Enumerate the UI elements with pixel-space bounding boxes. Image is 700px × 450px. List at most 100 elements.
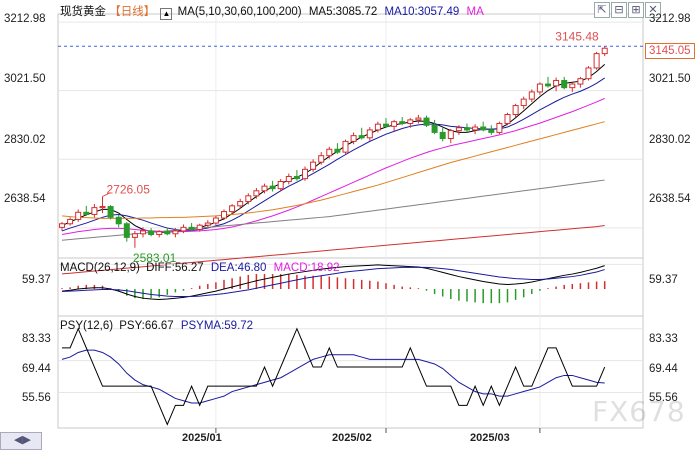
candle-60 (545, 76, 551, 88)
candle-5 (99, 196, 106, 214)
candle-body-36 (350, 135, 357, 142)
candle-body-12 (156, 231, 163, 236)
candle-27 (277, 178, 284, 191)
candle-body-44 (415, 117, 422, 121)
y-tick-right-2: 2830.02 (649, 134, 691, 146)
ma10-line (61, 77, 605, 232)
candle-body-60 (545, 83, 551, 87)
candle-body-41 (391, 121, 398, 127)
candle-body-0 (59, 223, 65, 228)
main-header: 现货黄金 【日线】 ▲ MA(5,10,30,60,100,200) MA5:3… (60, 3, 484, 20)
candle-body-37 (358, 135, 365, 139)
psy-line (62, 327, 606, 426)
ma-icon: ▲ (160, 8, 173, 20)
candle-2 (75, 209, 82, 222)
candle-body-43 (407, 119, 414, 124)
candle-body-9 (131, 233, 138, 238)
scroll-arrow-icon: ◀▶ (14, 434, 31, 446)
candle-28 (285, 173, 292, 185)
candle-body-1 (67, 218, 74, 225)
candle-body-49 (455, 127, 462, 132)
candle-body-15 (180, 226, 187, 232)
candle-66 (593, 51, 600, 70)
candle-body-55 (504, 114, 511, 124)
candle-19 (212, 215, 219, 226)
candle-36 (350, 132, 357, 145)
scroll-handle[interactable]: ◀▶ (0, 432, 42, 450)
candle-12 (156, 230, 163, 238)
candle-body-35 (342, 140, 349, 153)
candle-body-34 (334, 148, 341, 153)
instrument-name: 现货黄金 (60, 6, 106, 18)
close-icon[interactable]: ✕ (645, 2, 661, 18)
candle-21 (229, 204, 236, 215)
psy-panel-frame (57, 315, 644, 429)
candle-body-21 (229, 205, 236, 213)
candle-46 (431, 119, 438, 135)
candle-13 (164, 227, 171, 236)
candle-body-52 (480, 126, 487, 131)
y-tick-left-0: 3212.98 (4, 13, 46, 25)
high2-pointer (102, 192, 111, 197)
ma-params: MA(5,10,30,60,100,200) (177, 6, 302, 18)
ma5-line (61, 63, 606, 233)
ma10-value: MA10:3057.49 (384, 6, 460, 18)
candle-3 (83, 205, 90, 216)
candle-body-59 (536, 83, 543, 93)
candle-45 (423, 115, 430, 128)
candle-57 (520, 96, 527, 110)
candle-body-4 (91, 207, 98, 215)
candle-64 (577, 76, 584, 88)
candle-11 (148, 228, 155, 237)
candle-4 (91, 204, 98, 218)
expand-icon[interactable]: ⇱ (594, 2, 610, 18)
candle-body-18 (204, 222, 211, 226)
candle-8 (123, 221, 130, 242)
psy-plot (58, 327, 643, 426)
candle-26 (269, 180, 276, 192)
psy-y-tick-left-2: 55.56 (22, 392, 51, 404)
candles (59, 46, 608, 248)
candle-body-48 (447, 130, 454, 140)
candle-body-51 (472, 126, 479, 131)
candle-30 (302, 166, 308, 181)
candle-body-7 (115, 216, 122, 225)
candle-body-65 (585, 67, 592, 80)
macd-y-tick-left: 59.37 (22, 274, 51, 286)
candle-17 (196, 223, 203, 232)
maximize-icon[interactable]: ⊞ (628, 2, 644, 18)
candle-body-42 (399, 121, 406, 124)
candle-body-8 (123, 223, 130, 238)
psyma-value: PSYMA:59.72 (180, 320, 254, 332)
high-annotation: 3145.48 (555, 29, 599, 43)
candle-63 (569, 82, 576, 92)
y-tick-left-3: 2638.54 (4, 193, 46, 205)
candle-41 (391, 119, 398, 132)
candle-body-31 (310, 161, 317, 170)
candle-43 (407, 118, 414, 128)
minimize-icon[interactable]: ⊟ (611, 2, 627, 18)
gridlines (58, 14, 643, 433)
candle-body-64 (577, 78, 584, 85)
candle-18 (204, 220, 211, 228)
candle-1 (67, 217, 74, 226)
candle-body-50 (464, 127, 470, 131)
candle-29 (293, 170, 300, 181)
ma-more: MA (466, 6, 484, 18)
candle-48 (447, 128, 454, 144)
candle-body-30 (302, 168, 308, 180)
candle-body-46 (431, 124, 438, 133)
high2-annotation: 2726.05 (107, 183, 151, 197)
candle-body-3 (83, 211, 90, 215)
candle-body-53 (488, 129, 495, 133)
candle-body-66 (593, 53, 600, 69)
y-tick-right-3: 2638.54 (649, 193, 691, 205)
y-tick-left-1: 3021.50 (4, 73, 46, 85)
y-tick-left-2: 2830.02 (4, 134, 46, 146)
candle-body-5 (99, 206, 106, 209)
candle-body-23 (245, 195, 252, 203)
candle-47 (439, 127, 446, 142)
candle-40 (383, 118, 389, 128)
period-label[interactable]: 【日线】 (109, 6, 156, 18)
candle-body-67 (601, 47, 608, 55)
